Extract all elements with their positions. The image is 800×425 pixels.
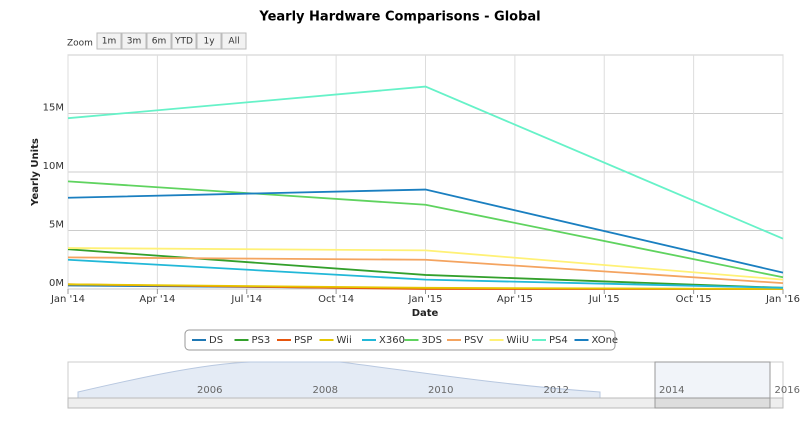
- zoom-label: Zoom: [67, 39, 93, 49]
- chart-title: Yearly Hardware Comparisons - Global: [258, 10, 540, 25]
- legend-label[interactable]: PS3: [252, 335, 271, 346]
- navigator-label: 2010: [428, 385, 453, 396]
- zoom-button[interactable]: [96, 32, 122, 50]
- navigator-area: [77, 361, 601, 399]
- scrollbar-thumb[interactable]: [654, 397, 771, 409]
- navigator-label: 2012: [544, 385, 569, 396]
- zoom-button-label: 1y: [203, 37, 215, 47]
- x-tick-label: Jan '16: [765, 294, 800, 305]
- x-tick-label: Apr '15: [497, 294, 533, 305]
- legend-label[interactable]: WiiU: [507, 335, 530, 346]
- x-tick-label: Jan '15: [407, 294, 442, 305]
- y-axis-label: Yearly Units: [30, 138, 41, 207]
- navigator-label: 2016: [775, 385, 800, 396]
- navigator-window: [654, 361, 771, 399]
- zoom-button[interactable]: [171, 32, 197, 50]
- legend-label[interactable]: PSV: [464, 335, 483, 346]
- series-line: [67, 85, 784, 240]
- series-line: [67, 188, 784, 274]
- y-tick-label: 10M: [43, 161, 64, 172]
- y-tick-label: 5M: [49, 220, 64, 231]
- navigator: [67, 361, 784, 409]
- series-line: [67, 258, 784, 289]
- zoom-button-label: 3m: [127, 37, 142, 47]
- legend-label[interactable]: X360: [379, 335, 405, 346]
- y-tick-label: 0M: [49, 278, 64, 289]
- x-axis-label: Date: [412, 308, 439, 319]
- series-line: [67, 283, 784, 290]
- legend-label[interactable]: XOne: [592, 335, 619, 346]
- series-line: [67, 256, 784, 285]
- x-tick-label: Jul '15: [588, 294, 620, 305]
- series-line: [67, 247, 784, 281]
- zoom-button-label: 6m: [152, 37, 167, 47]
- x-tick-label: Jul '14: [230, 294, 262, 305]
- x-tick-label: Apr '14: [139, 294, 175, 305]
- legend-label[interactable]: Wii: [337, 335, 352, 346]
- zoom-button[interactable]: [146, 32, 172, 50]
- legend-label[interactable]: DS: [209, 335, 223, 346]
- zoom-button-label: YTD: [174, 37, 193, 47]
- zoom-button[interactable]: [221, 32, 247, 50]
- zoom-button-label: 1m: [102, 37, 117, 47]
- navigator-label: 2006: [197, 385, 222, 396]
- x-tick-label: Oct '15: [676, 294, 712, 305]
- x-tick-label: Jan '14: [50, 294, 85, 305]
- navigator-label: 2008: [313, 385, 338, 396]
- series-line: [67, 180, 784, 279]
- legend-label[interactable]: PSP: [294, 335, 312, 346]
- y-tick-label: 15M: [43, 103, 64, 114]
- zoom-button[interactable]: [121, 32, 147, 50]
- zoom-button-label: All: [228, 37, 239, 47]
- scrollbar[interactable]: [67, 397, 784, 409]
- legend-label[interactable]: 3DS: [422, 335, 442, 346]
- navigator-label: 2014: [659, 385, 684, 396]
- zoom-button[interactable]: [196, 32, 222, 50]
- legend-label[interactable]: PS4: [549, 335, 568, 346]
- x-tick-label: Oct '14: [318, 294, 354, 305]
- legend-box: [184, 329, 616, 351]
